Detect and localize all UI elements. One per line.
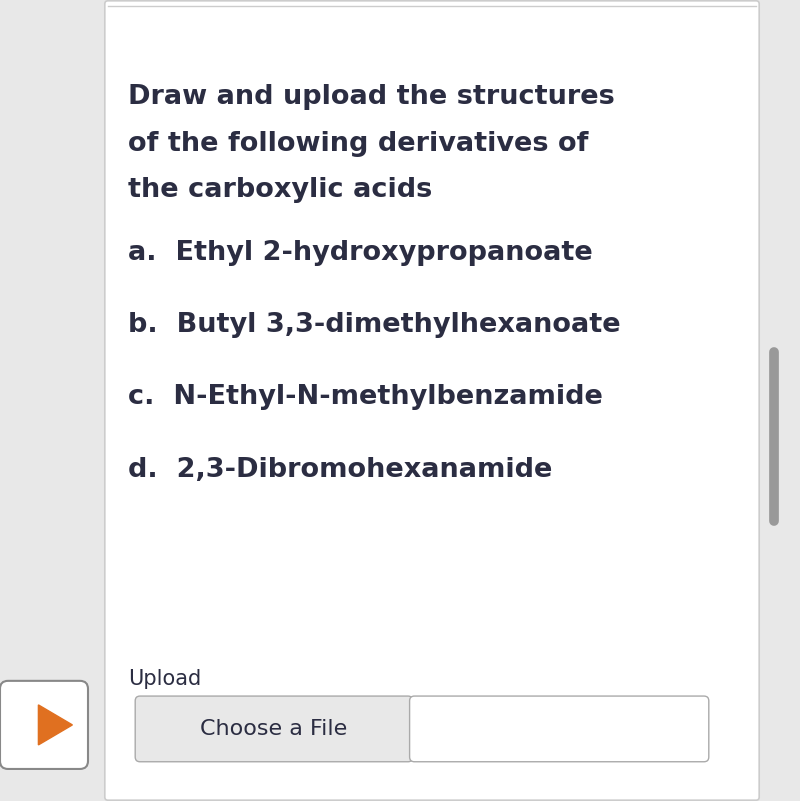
Text: Choose a File: Choose a File xyxy=(200,719,348,739)
Text: d.  2,3-Dibromohexanamide: d. 2,3-Dibromohexanamide xyxy=(128,457,552,482)
Text: the carboxylic acids: the carboxylic acids xyxy=(128,177,432,203)
FancyBboxPatch shape xyxy=(0,681,88,769)
Text: Upload: Upload xyxy=(128,669,202,689)
Text: a.  Ethyl 2-hydroxypropanoate: a. Ethyl 2-hydroxypropanoate xyxy=(128,240,593,266)
Text: of the following derivatives of: of the following derivatives of xyxy=(128,131,588,156)
Text: c.  N-Ethyl-N-methylbenzamide: c. N-Ethyl-N-methylbenzamide xyxy=(128,384,603,410)
Text: b.  Butyl 3,3-dimethylhexanoate: b. Butyl 3,3-dimethylhexanoate xyxy=(128,312,621,338)
FancyBboxPatch shape xyxy=(410,696,709,762)
FancyBboxPatch shape xyxy=(105,1,759,800)
Polygon shape xyxy=(38,705,72,745)
FancyBboxPatch shape xyxy=(135,696,413,762)
Text: Draw and upload the structures: Draw and upload the structures xyxy=(128,84,614,110)
